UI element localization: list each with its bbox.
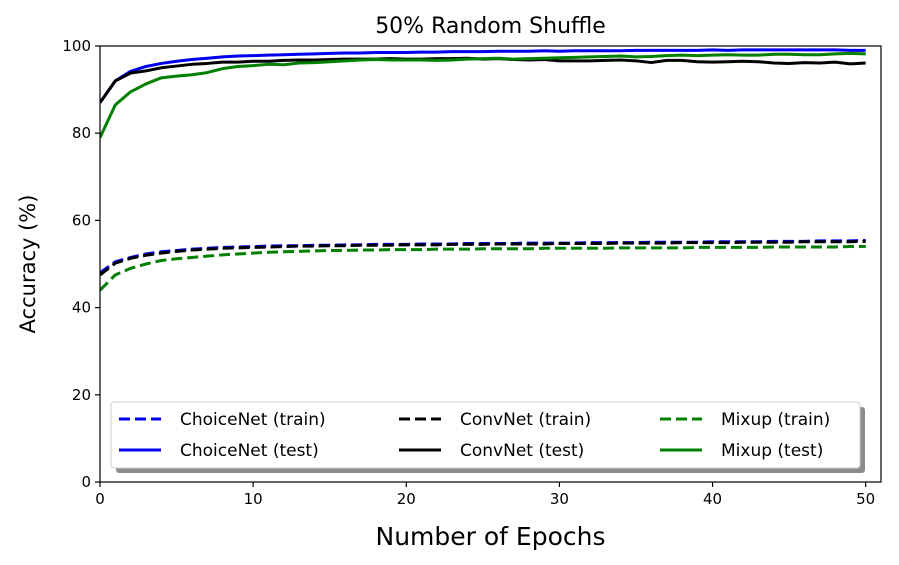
legend-label: ConvNet (train) xyxy=(460,410,591,430)
y-tick-label: 80 xyxy=(72,124,91,142)
x-tick-label: 10 xyxy=(244,490,263,508)
x-tick-label: 50 xyxy=(856,490,875,508)
x-tick-label: 0 xyxy=(95,490,105,508)
x-axis: 0 10 20 30 40 50 xyxy=(95,482,875,508)
legend: ChoiceNet (train) ChoiceNet (test) ConvNet… xyxy=(110,401,865,473)
y-tick-label: 60 xyxy=(72,211,91,229)
series-layer xyxy=(100,48,866,292)
series-line-convnet-test xyxy=(100,56,866,104)
y-tick-label: 20 xyxy=(72,386,91,404)
x-tick-label: 20 xyxy=(397,490,416,508)
y-axis-label: Accuracy (%) xyxy=(16,195,40,334)
y-axis: 0 20 40 60 80 100 xyxy=(62,37,100,491)
legend-label: Mixup (train) xyxy=(721,410,830,430)
legend-label: Mixup (test) xyxy=(721,441,823,461)
legend-label: ChoiceNet (train) xyxy=(180,410,326,430)
y-tick-label: 40 xyxy=(72,299,91,317)
x-tick-label: 30 xyxy=(550,490,569,508)
chart-title: 50% Random Shuffle xyxy=(375,14,606,39)
legend-label: ConvNet (test) xyxy=(460,441,584,461)
series-line-choicenet-test xyxy=(100,48,866,104)
series-line-mixup-train xyxy=(100,245,866,292)
series-line-convnet-train xyxy=(100,239,866,277)
series-line-mixup-test xyxy=(100,51,866,139)
plot-frame xyxy=(99,45,882,483)
x-axis-label: Number of Epochs xyxy=(376,522,606,551)
legend-label: ChoiceNet (test) xyxy=(180,441,319,461)
y-tick-label: 100 xyxy=(62,37,91,55)
x-tick-label: 40 xyxy=(703,490,722,508)
y-tick-label: 0 xyxy=(81,473,91,491)
